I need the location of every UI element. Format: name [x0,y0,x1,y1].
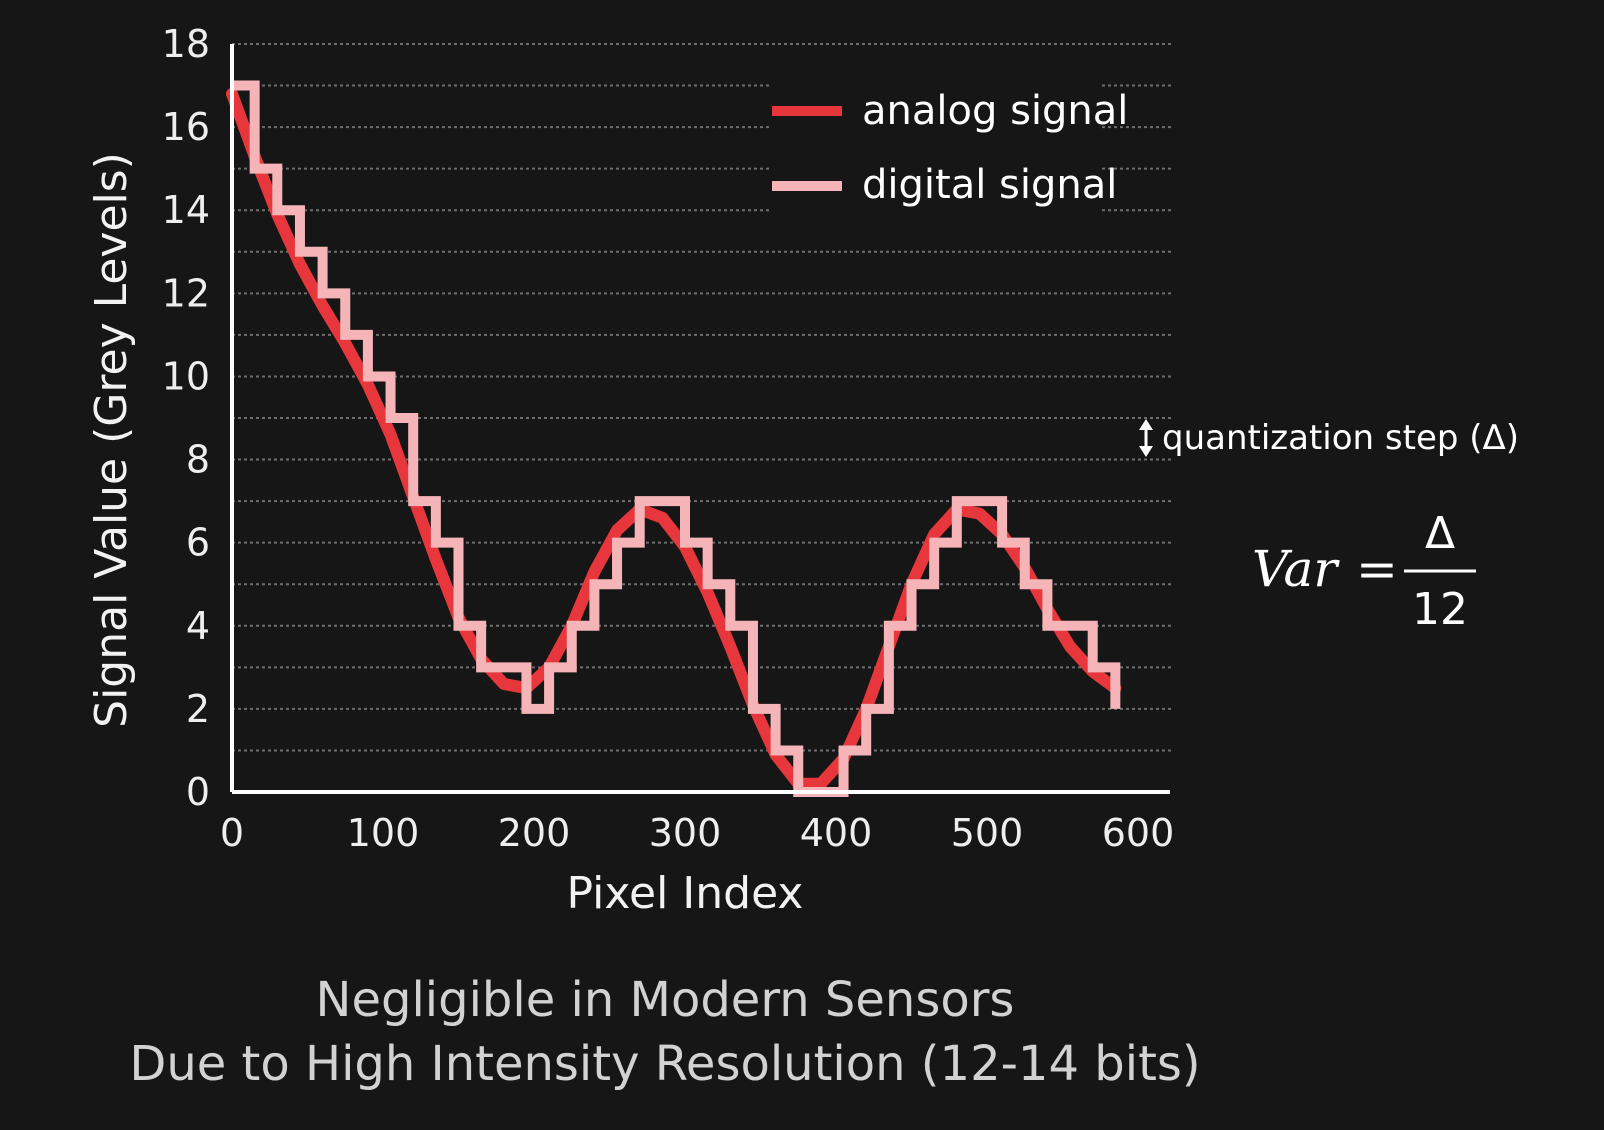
x-tick-label: 300 [649,811,722,855]
y-tick-label: 18 [162,22,210,66]
series-layer [226,80,1122,797]
x-axis-title: Pixel Index [567,868,804,919]
formula-denominator: 12 [1412,584,1468,635]
axes [230,44,1170,794]
y-tick-label: 6 [186,521,210,565]
y-tick-label: 10 [162,354,210,398]
y-axis-title: Signal Value (Grey Levels) [86,152,137,728]
variance-formula: Var = Δ 12 [1252,508,1476,635]
legend: analog signal digital signal [772,82,1128,222]
x-tick-label: 0 [220,811,244,855]
y-tick-label: 14 [162,188,210,232]
series-line-analog [226,87,1122,790]
formula-lhs: Var [1252,540,1340,598]
series-line-digital [232,80,1121,797]
quantization-step-annotation: quantization step (Δ) [1139,418,1519,458]
tick-labels: 0 100 200 300 400 500 600 0 2 4 6 8 10 12 14 16 18 [162,22,1175,855]
y-tick-label: 16 [162,105,210,149]
quantization-step-label: quantization step (Δ) [1162,418,1519,458]
y-tick-label: 2 [186,687,210,731]
legend-label-digital: digital signal [862,162,1117,208]
y-tick-label: 4 [186,604,210,648]
x-tick-label: 200 [498,811,571,855]
x-tick-label: 100 [347,811,420,855]
y-tick-label: 0 [186,770,210,814]
double-arrow-vertical-icon [1139,419,1153,457]
legend-label-analog: analog signal [862,88,1128,134]
formula-equals: = [1356,540,1398,598]
caption-line-2: Due to High Intensity Resolution (12-14 … [129,1036,1201,1092]
x-tick-label: 500 [951,811,1024,855]
x-tick-label: 400 [800,811,873,855]
x-tick-label: 600 [1102,811,1175,855]
formula-numerator: Δ [1425,508,1455,559]
caption-line-1: Negligible in Modern Sensors [315,972,1015,1028]
y-tick-label: 12 [162,271,210,315]
y-tick-label: 8 [186,438,210,482]
